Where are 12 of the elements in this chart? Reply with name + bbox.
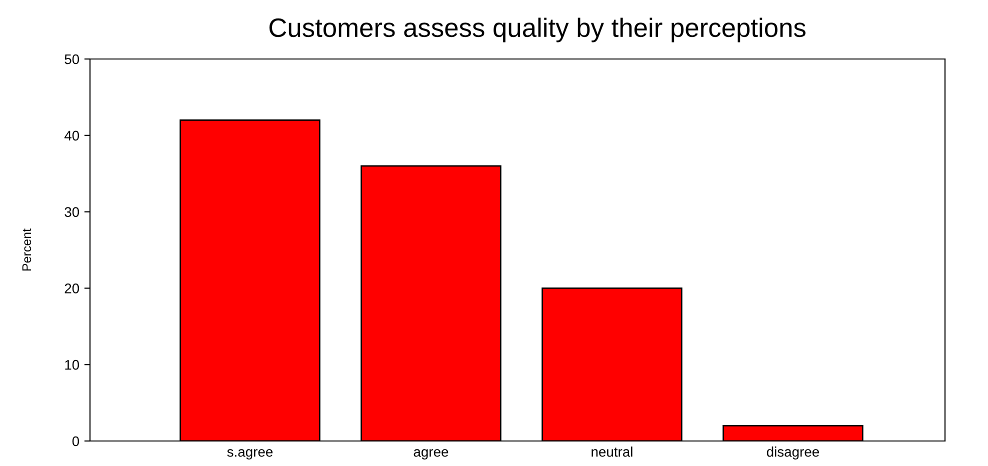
x-tick-label: s.agree — [227, 449, 273, 460]
x-tick-label: neutral — [592, 446, 632, 457]
y-tick-label: 30 — [64, 207, 80, 217]
y-tick-label: 40 — [64, 130, 80, 141]
y-tick-label: 50 — [64, 54, 80, 64]
x-tick-label: agree — [414, 449, 448, 460]
y-tick-label: 20 — [64, 284, 80, 294]
y-tick-label: 10 — [65, 360, 80, 370]
chart-title: Customers assess quality by their perceptions — [269, 18, 806, 42]
y-axis-title: Percent — [22, 228, 32, 271]
y-tick-label: 0 — [72, 436, 80, 446]
x-tick-label: disagree — [766, 446, 819, 460]
